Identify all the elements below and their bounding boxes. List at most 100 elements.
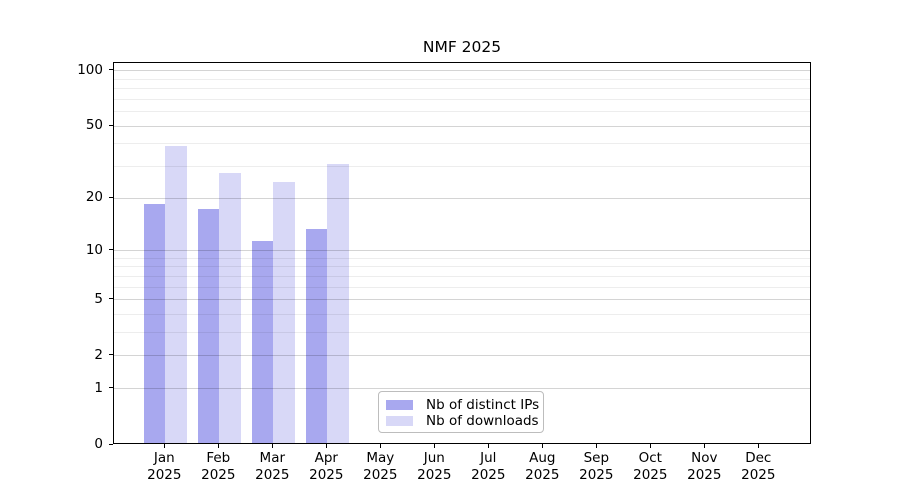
major-gridline-100 [114, 70, 810, 72]
x-tick-year-jun: 2025 [417, 467, 452, 483]
major-gridline-5 [114, 299, 810, 301]
y-tick-100 [109, 69, 113, 71]
y-tick-1 [109, 387, 113, 389]
minor-gridline-80 [114, 88, 810, 90]
x-tick-oct [649, 444, 651, 448]
x-tick-month-dec: Dec [745, 450, 772, 466]
minor-gridline-30 [114, 165, 810, 167]
x-tick-month-may: May [366, 450, 395, 466]
bar-nb-of-distinct-ips-mar [251, 241, 274, 443]
legend-item-nb-of-downloads: Nb of downloads [386, 413, 539, 429]
x-tick-month-jan: Jan [153, 450, 175, 466]
x-tick-sep [595, 444, 597, 448]
minor-gridline-3 [114, 332, 810, 334]
x-tick-jun [433, 444, 435, 448]
x-tick-aug [541, 444, 543, 448]
legend-label-nb-of-downloads: Nb of downloads [426, 413, 539, 429]
x-tick-label-feb: Feb 2025 [190, 450, 246, 484]
minor-gridline-40 [114, 143, 810, 145]
y-tick-label-1: 1 [94, 379, 103, 396]
chart-title: NMF 2025 [422, 38, 502, 56]
x-tick-nov [703, 444, 705, 448]
y-tick-2 [109, 354, 113, 356]
major-gridline-50 [114, 125, 810, 127]
legend-swatch-nb-of-distinct-ips [386, 399, 413, 411]
x-tick-label-apr: Apr 2025 [298, 450, 354, 484]
x-tick-label-nov: Nov 2025 [676, 450, 732, 484]
x-tick-label-oct: Oct 2025 [622, 450, 678, 484]
x-tick-jan [163, 444, 165, 448]
minor-gridline-90 [114, 78, 810, 80]
x-tick-year-dec: 2025 [741, 467, 776, 483]
x-tick-month-sep: Sep [583, 450, 610, 466]
y-tick-label-20: 20 [85, 189, 103, 206]
x-tick-month-jul: Jul [480, 450, 497, 466]
y-tick-10 [109, 249, 113, 250]
x-tick-year-jan: 2025 [147, 467, 182, 483]
legend-swatch-nb-of-downloads [386, 415, 413, 427]
bar-nb-of-distinct-ips-jan [143, 204, 166, 443]
major-gridline-1 [114, 388, 810, 390]
y-tick-5 [109, 298, 113, 300]
minor-gridline-70 [114, 98, 810, 100]
minor-gridline-7 [114, 275, 810, 277]
x-tick-year-may: 2025 [363, 467, 398, 483]
bar-nb-of-downloads-mar [273, 181, 295, 443]
x-tick-year-sep: 2025 [579, 467, 614, 483]
minor-gridline-8 [114, 266, 810, 268]
y-tick-20 [109, 196, 113, 198]
minor-gridline-4 [114, 313, 810, 315]
legend-item-nb-of-distinct-ips: Nb of distinct IPs [386, 397, 540, 413]
x-tick-feb [217, 444, 219, 448]
y-tick-0 [109, 443, 113, 445]
x-tick-may [379, 444, 381, 448]
x-tick-month-aug: Aug [529, 450, 556, 466]
x-tick-year-nov: 2025 [687, 467, 722, 483]
x-tick-year-jul: 2025 [471, 467, 506, 483]
major-gridline-10 [114, 250, 810, 251]
x-tick-label-dec: Dec 2025 [730, 450, 786, 484]
x-tick-label-jul: Jul 2025 [460, 450, 516, 484]
x-tick-label-jan: Jan 2025 [136, 450, 192, 484]
y-tick-label-50: 50 [85, 117, 103, 134]
x-tick-label-jun: Jun 2025 [406, 450, 462, 484]
bar-nb-of-downloads-feb [219, 172, 241, 443]
x-tick-month-jun: Jun [423, 450, 445, 466]
x-tick-year-apr: 2025 [309, 467, 344, 483]
x-tick-apr [325, 444, 327, 448]
x-tick-month-feb: Feb [206, 450, 231, 466]
x-tick-year-oct: 2025 [633, 467, 668, 483]
x-tick-year-feb: 2025 [201, 467, 236, 483]
y-tick-label-0: 0 [94, 436, 103, 452]
plot-area [113, 62, 811, 444]
x-tick-year-mar: 2025 [255, 467, 290, 483]
minor-gridline-60 [114, 111, 810, 113]
bar-nb-of-distinct-ips-feb [197, 208, 220, 443]
major-gridline-20 [114, 197, 810, 199]
y-tick-label-5: 5 [94, 290, 103, 307]
legend: Nb of distinct IPs Nb of downloads [378, 391, 544, 433]
x-tick-label-sep: Sep 2025 [568, 450, 624, 484]
x-tick-label-mar: Mar 2025 [244, 450, 300, 484]
bar-nb-of-distinct-ips-apr [305, 228, 328, 443]
x-tick-month-oct: Oct [638, 450, 662, 466]
y-tick-label-100: 100 [77, 61, 103, 78]
x-tick-month-mar: Mar [259, 450, 286, 466]
x-tick-year-aug: 2025 [525, 467, 560, 483]
y-tick-50 [109, 124, 113, 126]
y-tick-label-2: 2 [94, 346, 103, 363]
minor-gridline-6 [114, 286, 810, 288]
minor-gridline-9 [114, 257, 810, 259]
y-tick-label-10: 10 [85, 241, 103, 258]
legend-label-nb-of-distinct-ips: Nb of distinct IPs [426, 397, 540, 413]
x-tick-dec [757, 444, 759, 448]
x-tick-month-apr: Apr [314, 450, 338, 466]
x-tick-label-may: May 2025 [352, 450, 408, 484]
bar-nb-of-downloads-apr [327, 164, 349, 443]
x-tick-label-aug: Aug 2025 [514, 450, 570, 484]
x-tick-mar [271, 444, 273, 448]
bar-nb-of-downloads-jan [165, 145, 187, 443]
x-tick-jul [487, 444, 489, 448]
x-tick-month-nov: Nov [691, 450, 718, 466]
